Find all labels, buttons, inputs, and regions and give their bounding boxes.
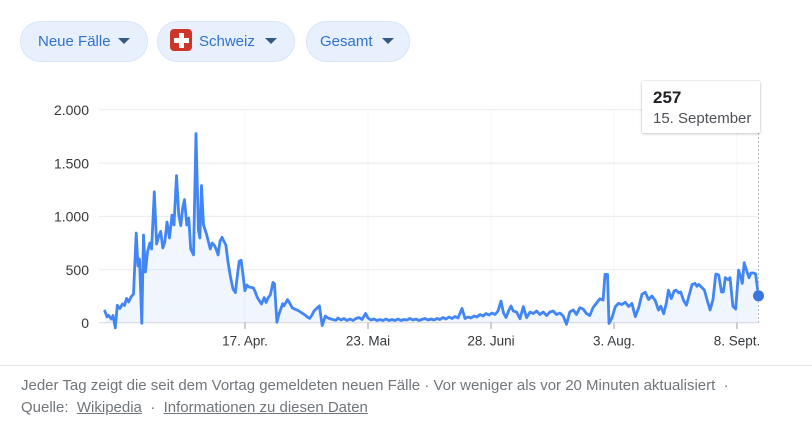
svg-text:1.000: 1.000: [54, 209, 89, 225]
svg-text:0: 0: [81, 315, 89, 331]
svg-text:8. Sept.: 8. Sept.: [714, 334, 761, 349]
svg-text:17. Apr.: 17. Apr.: [222, 334, 268, 349]
svg-text:2.000: 2.000: [54, 102, 89, 118]
svg-text:23. Mai: 23. Mai: [346, 334, 390, 349]
svg-text:28. Juni: 28. Juni: [467, 334, 514, 349]
svg-text:1.500: 1.500: [54, 155, 89, 171]
svg-text:500: 500: [66, 262, 90, 278]
svg-text:3. Aug.: 3. Aug.: [593, 334, 635, 349]
